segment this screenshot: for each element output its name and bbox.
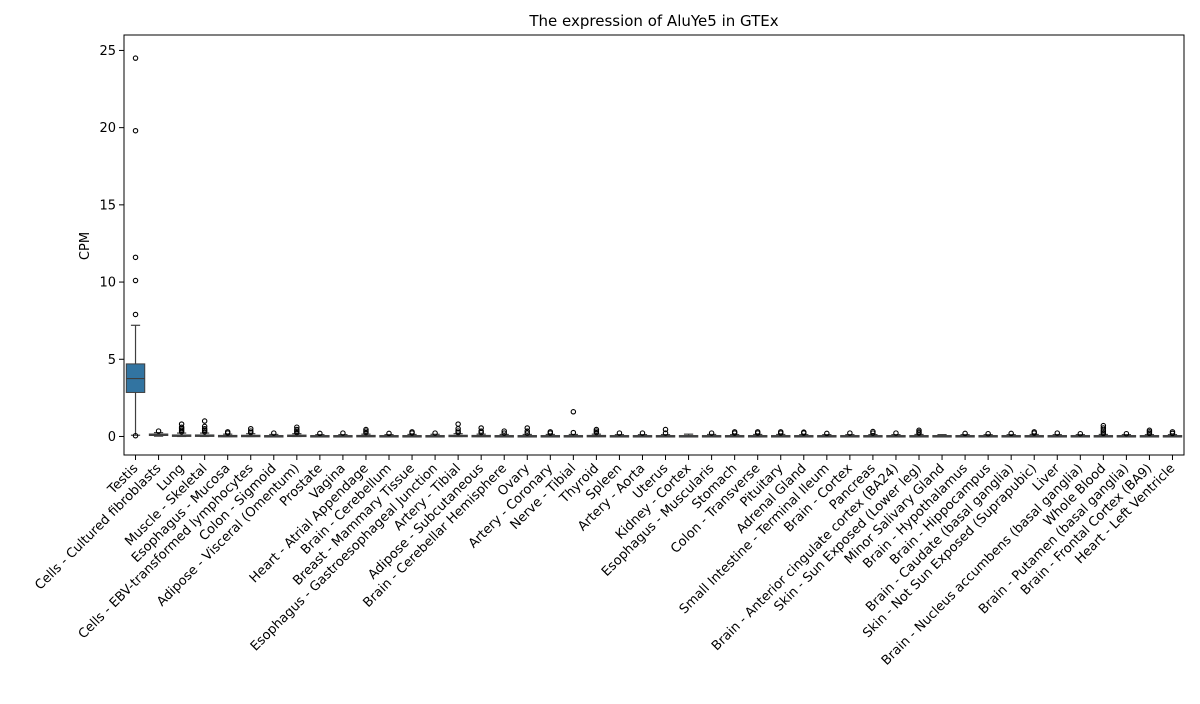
- outlier-point: [1146, 427, 1153, 434]
- outlier-point: [547, 429, 554, 435]
- outlier-point: [524, 425, 531, 431]
- outlier-point: [570, 429, 577, 436]
- outlier-point: [501, 428, 507, 434]
- chart-title: The expression of AluYe5 in GTEx: [528, 12, 778, 30]
- outlier-point: [985, 430, 991, 437]
- outlier-point: [294, 426, 300, 433]
- plot-frame: [123, 34, 1185, 456]
- outlier-point: [916, 427, 922, 434]
- outlier-point: [247, 425, 254, 432]
- outlier-point: [478, 425, 484, 431]
- outlier-point: [201, 425, 208, 432]
- outlier-point: [386, 430, 392, 437]
- y-tick-label: 25: [99, 44, 116, 59]
- outlier-point: [432, 430, 438, 436]
- outlier-point: [824, 430, 830, 437]
- outlier-point: [132, 254, 139, 261]
- outlier-point: [1123, 430, 1130, 437]
- outlier-point: [271, 430, 277, 436]
- outlier-point: [870, 428, 876, 435]
- outlier-point: [132, 127, 139, 134]
- outlier-point: [501, 430, 507, 436]
- outlier-point: [639, 430, 646, 436]
- outlier-point: [801, 429, 807, 435]
- outlier-point: [962, 430, 968, 437]
- outlier-point: [132, 55, 139, 61]
- outlier-point: [1100, 425, 1107, 431]
- outlier-point: [893, 430, 899, 436]
- outlier-point: [132, 311, 139, 318]
- outlier-point: [201, 423, 208, 430]
- outlier-point: [1100, 422, 1107, 429]
- outlier-point: [294, 424, 300, 430]
- outlier-point: [524, 428, 531, 434]
- outlier-point: [1008, 430, 1014, 437]
- y-tick-label: 10: [99, 276, 116, 291]
- outlier-point: [340, 430, 346, 436]
- outlier-point: [1169, 429, 1176, 435]
- outlier-point: [363, 426, 369, 433]
- outlier-point: [731, 429, 738, 435]
- outlier-point: [662, 430, 669, 436]
- outlier-point: [777, 429, 784, 435]
- outlier-point: [1054, 430, 1061, 436]
- outlier-point: [754, 429, 761, 435]
- outlier-point: [201, 418, 208, 424]
- y-axis-label: CPM: [78, 232, 93, 260]
- outlier-point: [317, 430, 323, 437]
- outlier-point: [409, 429, 415, 435]
- outlier-point: [132, 277, 139, 284]
- outlier-point: [570, 409, 577, 415]
- outlier-point: [616, 430, 623, 436]
- outlier-point: [1077, 430, 1084, 437]
- outlier-point: [132, 432, 139, 439]
- y-tick-label: 15: [99, 198, 116, 213]
- outlier-point: [524, 430, 531, 436]
- outlier-point: [1031, 429, 1037, 435]
- outlier-point: [478, 428, 484, 434]
- outlier-point: [708, 430, 715, 436]
- outlier-point: [155, 428, 162, 434]
- y-tick-label: 20: [99, 121, 116, 136]
- y-tick-label: 5: [108, 353, 116, 368]
- outlier-point: [847, 430, 853, 436]
- outlier-point: [224, 429, 231, 435]
- outlier-point: [178, 424, 185, 430]
- y-tick-label: 0: [108, 430, 116, 445]
- outlier-point: [455, 428, 461, 434]
- outlier-point: [593, 426, 600, 433]
- outlier-point: [247, 428, 254, 434]
- outlier-point: [662, 426, 669, 433]
- outlier-point: [455, 421, 461, 427]
- outlier-point: [178, 421, 185, 427]
